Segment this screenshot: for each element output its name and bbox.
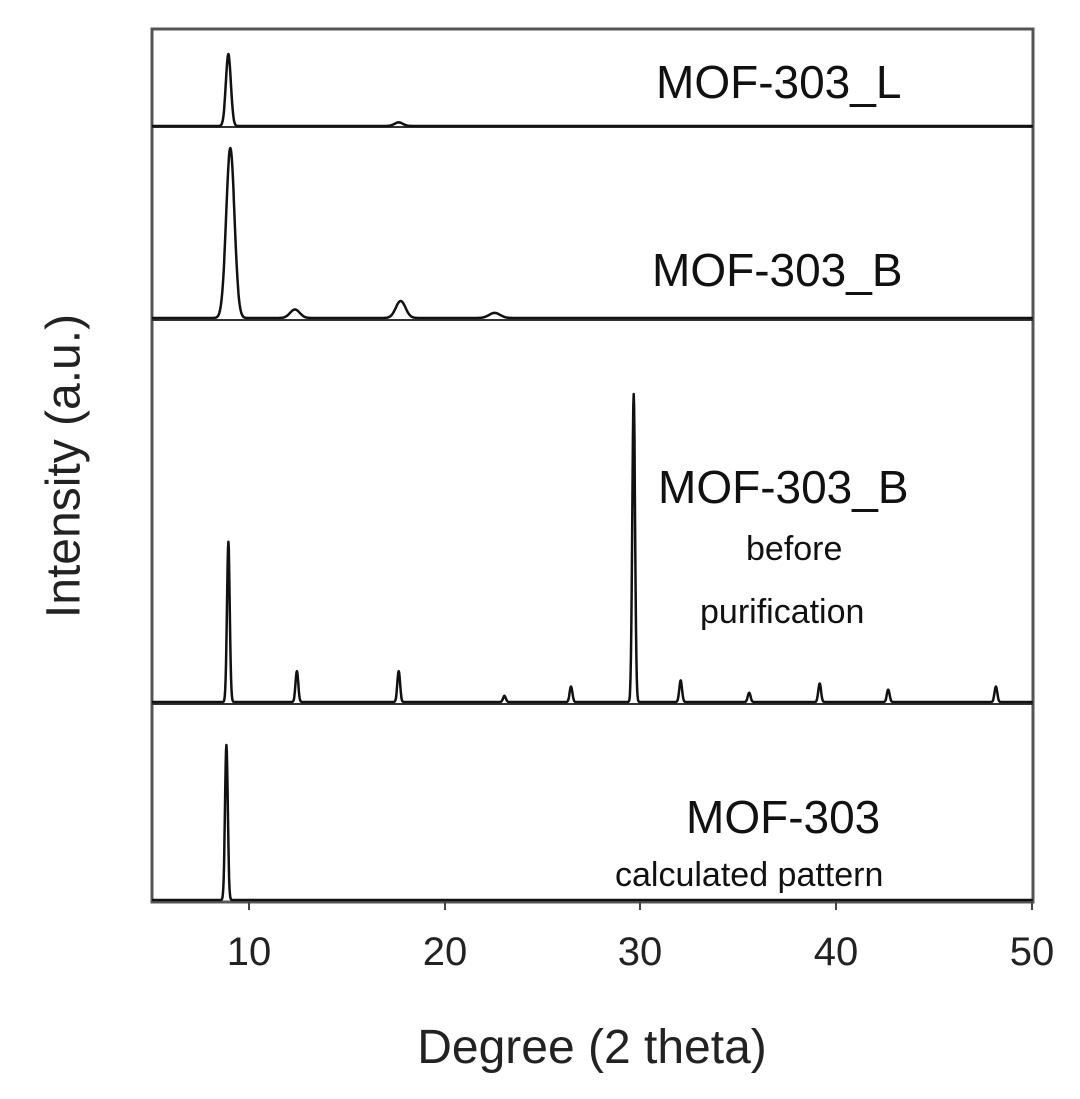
series-label-mof303-l: MOF-303_L (656, 56, 902, 108)
x-ticks (248, 902, 1033, 910)
series-label-mof303: MOF-303 (686, 791, 881, 843)
series-sublabel-before: before (746, 530, 843, 568)
x-axis-label: Degree (2 theta) (417, 1021, 767, 1074)
xrd-trace (151, 52, 1034, 128)
x-tick-label: 40 (813, 930, 859, 974)
xrd-trace (151, 392, 1034, 704)
series-sublabel-purification: purification (700, 593, 865, 631)
x-tick-label: 10 (226, 930, 272, 974)
series-sublabel-calculated: calculated pattern (615, 856, 884, 894)
x-tick-label: 50 (1009, 930, 1055, 974)
series-label-mof303-b: MOF-303_B (652, 244, 903, 296)
xrd-trace (151, 743, 1034, 902)
x-tick-label: 30 (617, 930, 663, 974)
plot-frame (150, 27, 1035, 904)
xrd-trace (151, 146, 1034, 320)
series-label-mof303-b-before: MOF-303_B (658, 461, 909, 513)
y-axis-label: Intensity (a.u.) (37, 313, 91, 619)
x-tick-label: 20 (422, 930, 468, 974)
